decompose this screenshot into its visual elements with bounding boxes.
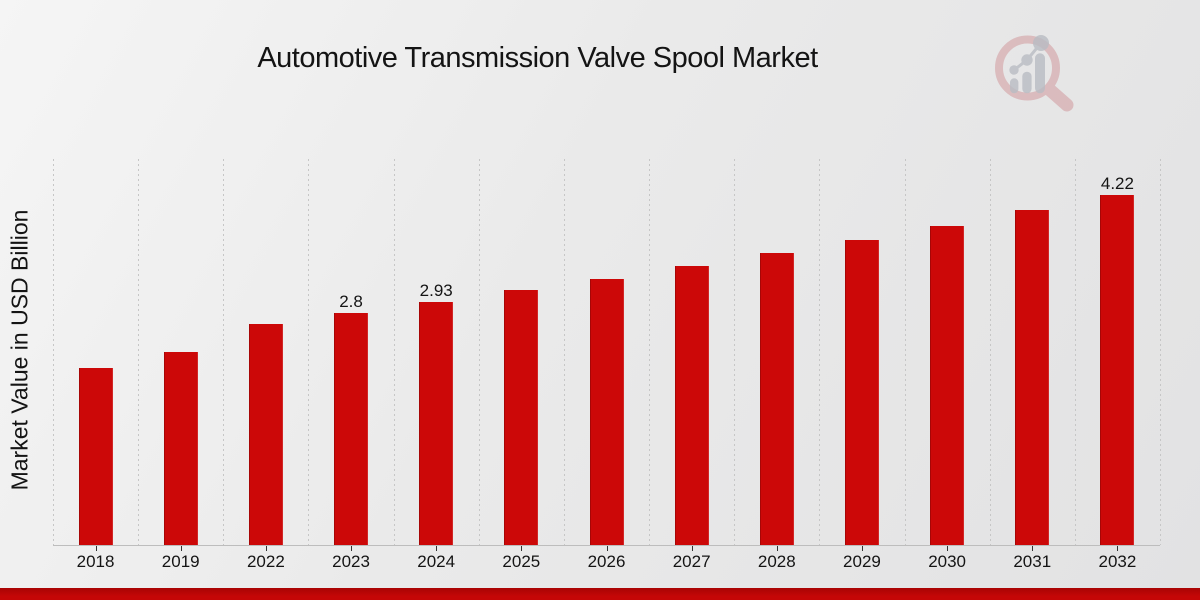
bar-2032 — [1100, 195, 1135, 545]
x-tick-label-2025: 2025 — [502, 552, 541, 571]
x-tick — [265, 546, 267, 551]
bar-2029 — [844, 240, 879, 545]
x-tick-label-2027: 2027 — [672, 552, 711, 571]
x-tick-label-2031: 2031 — [1013, 552, 1052, 571]
gridline — [308, 159, 310, 545]
gridline — [138, 159, 140, 545]
x-tick — [1032, 546, 1034, 551]
bar-2027 — [674, 266, 709, 545]
x-tick-label-2028: 2028 — [757, 552, 796, 571]
x-tick-label-2023: 2023 — [332, 552, 370, 571]
x-tick — [861, 546, 863, 551]
x-axis-line — [53, 545, 1160, 546]
x-tick — [351, 546, 353, 551]
gridline — [1160, 159, 1161, 545]
bar-2030 — [930, 226, 965, 545]
logo-dot — [1033, 35, 1049, 51]
gridline — [53, 159, 54, 545]
logo-dot — [1021, 54, 1033, 66]
bar-2026 — [589, 279, 624, 545]
bar-value-label-2023: 2.8 — [339, 292, 363, 311]
bar-2023 — [334, 313, 369, 545]
y-axis-label: Market Value in USD Billion — [6, 209, 33, 491]
logo-bar — [1010, 78, 1019, 94]
gridline — [989, 159, 991, 545]
bar-2025 — [504, 290, 539, 545]
magnifier-ring-icon — [995, 35, 1060, 101]
gridline — [734, 159, 736, 545]
x-tick — [1117, 546, 1119, 551]
gridline — [563, 159, 565, 545]
bar-value-label-2032: 4.22 — [1100, 174, 1134, 193]
logo-dot — [1009, 65, 1019, 75]
x-tick-label-2024: 2024 — [417, 552, 456, 571]
bar-2028 — [759, 253, 794, 545]
x-tick-label-2022: 2022 — [246, 552, 285, 571]
gridline — [819, 159, 821, 545]
bar-2031 — [1015, 210, 1050, 545]
bar-value-label-2024: 2.93 — [419, 281, 453, 300]
x-tick — [776, 546, 778, 551]
chart-title: Automotive Transmission Valve Spool Mark… — [257, 42, 818, 74]
gridline — [223, 159, 225, 545]
x-tick — [95, 546, 97, 551]
x-tick — [180, 546, 182, 551]
gridline — [904, 159, 906, 545]
magnifier-handle-icon — [1043, 83, 1074, 112]
x-tick-label-2026: 2026 — [587, 552, 626, 571]
x-tick — [436, 546, 438, 551]
x-tick-label-2030: 2030 — [928, 552, 967, 571]
gridline — [393, 159, 395, 545]
logo-bar — [1022, 71, 1032, 94]
footer-accent-bar — [0, 588, 1200, 600]
x-tick-label-2019: 2019 — [161, 552, 200, 571]
bar-2024 — [419, 302, 454, 545]
gridline — [649, 159, 651, 545]
gridline — [1074, 159, 1076, 545]
x-tick-label-2032: 2032 — [1098, 552, 1137, 571]
x-tick — [691, 546, 693, 551]
x-tick — [947, 546, 949, 551]
x-tick — [606, 546, 608, 551]
bar-2022 — [248, 324, 283, 545]
bar-2019 — [163, 352, 198, 545]
logo-bar — [1035, 53, 1045, 94]
x-tick — [521, 546, 523, 551]
bar-2018 — [78, 368, 113, 545]
x-tick-label-2018: 2018 — [76, 552, 115, 571]
gridline — [478, 159, 480, 545]
x-tick-label-2029: 2029 — [843, 552, 881, 571]
market-research-magnifier-bar-chart-logo — [995, 35, 1074, 112]
